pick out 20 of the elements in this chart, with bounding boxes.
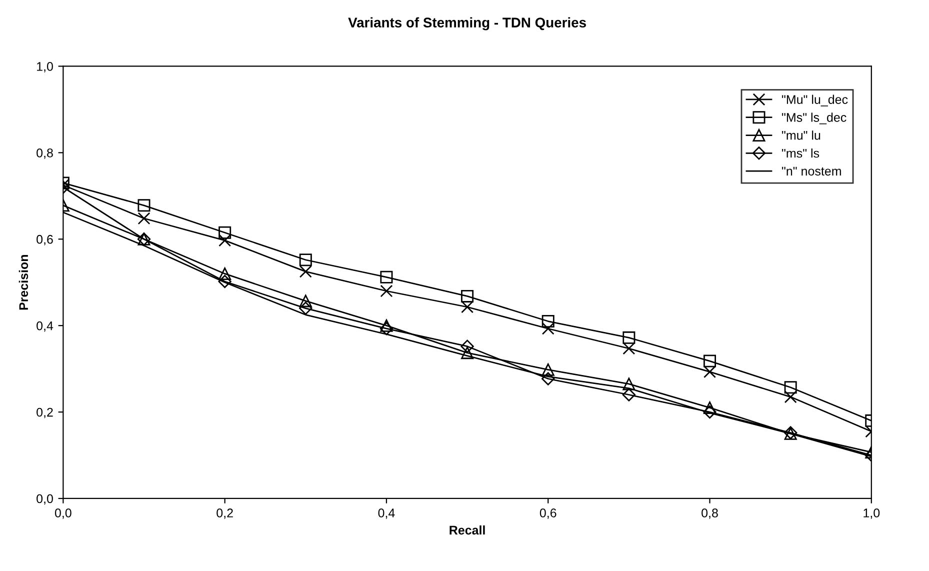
y-tick-label: 0,2: [36, 408, 53, 418]
y-tick-label: 0,4: [36, 321, 54, 332]
x-axis-title: Recall: [450, 525, 485, 535]
legend-label: "n" nostem: [782, 166, 841, 176]
y-tick-label: 0,8: [36, 148, 53, 159]
x-tick-label: 0,0: [54, 508, 72, 519]
y-tick-label: 0,0: [36, 494, 53, 505]
y-tick-label: 1,0: [37, 62, 53, 72]
x-tick-label: 0,4: [378, 508, 395, 519]
legend-label: "Mu" lu_dec: [782, 94, 848, 106]
legend-label: "mu" lu: [782, 130, 820, 140]
x-tick-label: 0,8: [702, 508, 718, 519]
x-tick-label: 0,6: [540, 508, 556, 519]
legend-label: "ms" ls: [782, 148, 820, 158]
x-tick-label: 0,2: [216, 508, 233, 519]
legend-label: "Ms" ls_dec: [782, 112, 846, 124]
y-axis-title: Precision: [18, 254, 28, 310]
x-tick-label: 1,0: [864, 508, 880, 519]
chart-title: Variants of Stemming - TDN Queries: [348, 17, 586, 30]
y-tick-label: 0,6: [36, 234, 53, 246]
